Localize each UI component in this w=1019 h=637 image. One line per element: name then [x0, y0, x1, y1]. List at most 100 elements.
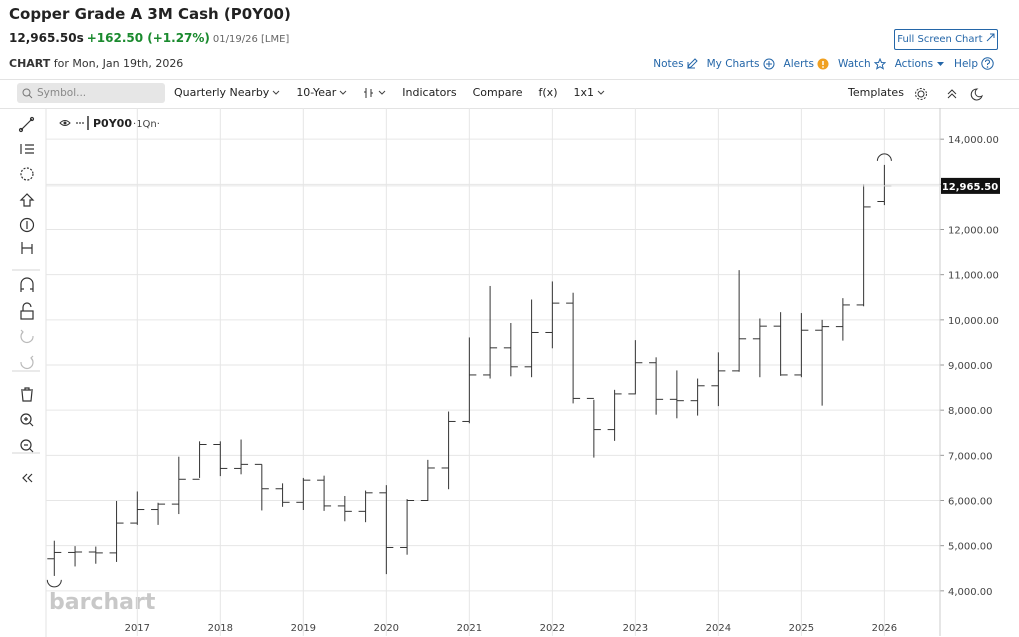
legend-symbol: P0Y00 — [93, 117, 132, 130]
arrow-tool[interactable] — [19, 193, 35, 207]
chart-caption: CHART for Mon, Jan 19th, 2026 — [9, 57, 183, 70]
chart-date: for Mon, Jan 19th, 2026 — [53, 57, 184, 70]
link-text: Help — [954, 57, 978, 70]
y-tick-label: 10,000.00 — [948, 316, 999, 327]
x-tick-label: 2018 — [208, 623, 233, 634]
quote-date: 01/19/26 [LME] — [212, 34, 290, 45]
toolbar-items: Quarterly Nearby 10-Year Indicators Comp… — [174, 86, 605, 99]
collapse-icon[interactable] — [947, 89, 957, 99]
lock-tool[interactable] — [20, 310, 34, 320]
high-marker — [876, 153, 892, 161]
low-marker — [46, 579, 62, 588]
toolbar-icons — [915, 88, 983, 101]
y-tick-label: 14,000.00 — [948, 135, 999, 146]
symbol-search[interactable]: Symbol... — [17, 83, 165, 103]
notes-link[interactable]: Notes — [653, 58, 698, 70]
x-tick-label: 2020 — [374, 623, 399, 634]
x-tick-label: 2017 — [125, 623, 150, 634]
pencil-icon — [686, 58, 698, 69]
fib-tool[interactable] — [20, 144, 34, 154]
actions-link[interactable]: Actions — [895, 58, 945, 70]
menu-dot — [76, 122, 78, 124]
link-text: Alerts — [783, 57, 814, 70]
x-tick-label: 2025 — [789, 623, 814, 634]
magnet-tool[interactable] — [20, 277, 34, 292]
x-tick-label: 2021 — [457, 623, 482, 634]
theme-icon[interactable] — [970, 88, 983, 101]
tool-separator — [12, 269, 40, 454]
chevron — [339, 90, 347, 95]
shape-tool[interactable] — [20, 167, 34, 181]
last-price: 12,965.50s — [9, 31, 84, 45]
tool-dot — [18, 127, 24, 133]
zoom-in-tool[interactable] — [20, 413, 32, 425]
zoom-out-tool[interactable] — [20, 439, 32, 451]
y-tick-label: 9,000.00 — [948, 361, 993, 372]
compare-button[interactable]: Compare — [472, 86, 523, 99]
chart: P0Y00 ·1Qn· barchart 4,000.00 5,000.00 6,0… — [12, 108, 1000, 637]
chart-legend: P0Y00 ·1Qn· — [59, 116, 160, 130]
star-icon — [873, 57, 886, 70]
chevron — [272, 90, 280, 95]
left-tools — [12, 116, 40, 483]
x-tick-label: 2024 — [706, 623, 731, 634]
search-icon — [22, 88, 33, 99]
full-screen-button[interactable]: Full Screen Chart — [894, 29, 998, 50]
y-tick-label: 6,000.00 — [948, 496, 993, 507]
help-link[interactable]: Help — [954, 57, 994, 70]
alerts-link[interactable]: Alerts — [784, 58, 829, 70]
indicators-button[interactable]: Indicators — [402, 86, 457, 99]
toolbar: Symbol... Quarterly Nearby 10-Year Indic… — [0, 79, 1019, 109]
menu-dot — [82, 122, 84, 124]
lock-shackle — [22, 302, 32, 311]
settings-icon[interactable] — [917, 90, 925, 98]
period-menu[interactable]: Quarterly Nearby — [174, 86, 280, 99]
x-tick-label: 2023 — [623, 623, 648, 634]
link-text: Actions — [894, 57, 934, 70]
watch-link[interactable]: Watch — [837, 57, 886, 70]
collapse-tools[interactable] — [22, 473, 33, 483]
range-menu[interactable]: 10-Year — [296, 86, 347, 99]
last-value-box — [941, 177, 1000, 194]
link-text: Watch — [837, 57, 871, 70]
redo-tool[interactable] — [20, 355, 34, 370]
price-line: 12,965.50s +162.50 (+1.27%) 01/19/26 [LME] — [9, 31, 289, 45]
line-tool[interactable] — [20, 118, 33, 131]
link-text: My Charts — [706, 57, 760, 70]
expand-icon — [986, 33, 995, 42]
eye-icon[interactable] — [59, 120, 71, 126]
zoom-glyph — [24, 417, 34, 427]
symbol-placeholder: Symbol... — [37, 87, 87, 99]
number-tool[interactable] — [19, 217, 35, 233]
last-value-label: 12,965.50 — [942, 182, 998, 193]
menu-dot — [79, 122, 81, 124]
y-tick-label: 8,000.00 — [948, 406, 993, 417]
eye-pupil — [63, 121, 67, 125]
y-tick-label: 12,000.00 — [948, 225, 999, 236]
layout-menu[interactable]: 1x1 — [573, 86, 605, 99]
zoom-glyph — [24, 444, 34, 453]
x-tick-label: 2026 — [872, 623, 897, 634]
header-links: Notes My Charts Alerts Watch Actions Hel… — [653, 57, 994, 70]
measure-tool[interactable] — [21, 242, 33, 254]
my-charts-link[interactable]: My Charts — [707, 58, 775, 70]
bar-type-menu[interactable] — [363, 87, 386, 99]
alert-icon — [817, 58, 829, 69]
chart-label: CHART — [9, 57, 51, 70]
legend-period: ·1Qn· — [133, 119, 160, 130]
full-screen-text: Full Screen Chart — [897, 34, 983, 45]
tool-dot — [29, 116, 35, 122]
x-tick-label: 2022 — [540, 623, 565, 634]
y-tick-label: 4,000.00 — [948, 587, 993, 598]
y-tick-label: 11,000.00 — [948, 271, 999, 282]
caret-icon — [937, 61, 945, 66]
delete-tool[interactable] — [21, 387, 33, 402]
settings-ring — [915, 88, 927, 100]
bar-type-icon — [364, 87, 374, 98]
fx-button[interactable]: f(x) — [538, 86, 558, 99]
watermark: barchart — [49, 590, 156, 615]
change: +162.50 (+1.27%) — [86, 31, 210, 45]
templates-button[interactable]: Templates — [848, 86, 904, 99]
undo-tool[interactable] — [20, 329, 34, 344]
